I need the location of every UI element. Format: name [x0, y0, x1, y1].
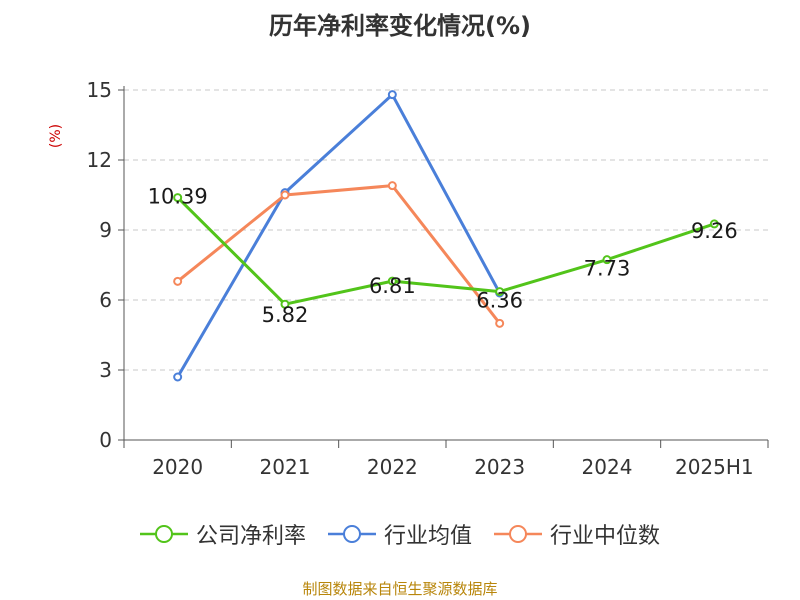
legend-swatch-company — [139, 525, 188, 543]
data-labels: 10.39 5.82 6.81 6.36 7.73 9.26 — [148, 185, 738, 328]
y-tick-label: 0 — [99, 428, 112, 452]
data-point — [280, 190, 290, 200]
data-point — [602, 255, 612, 265]
chart-area: 0 3 6 9 12 15 2020 2021 2022 2023 2024 2025H1 10.39… — [87, 78, 769, 479]
data-point — [387, 276, 397, 286]
chart-title: 历年净利率变化情况(%) — [269, 12, 531, 40]
data-point — [173, 372, 183, 382]
x-tick-label: 2025H1 — [675, 455, 754, 479]
data-label: 9.26 — [691, 219, 738, 243]
x-tick-label: 2024 — [582, 455, 633, 479]
y-tick-label: 3 — [99, 358, 112, 382]
series-layer — [173, 90, 719, 382]
data-point — [495, 318, 505, 328]
data-point — [387, 181, 397, 191]
series-line — [176, 93, 501, 378]
legend-swatch-industry-mean — [327, 525, 376, 543]
legend-label-industry-mean: 行业均值 — [383, 524, 472, 549]
legend-label-company: 公司净利率 — [195, 524, 306, 549]
legend-item-company[interactable]: 公司净利率 — [139, 518, 306, 550]
x-tick-label: 2022 — [367, 455, 418, 479]
y-tick-label: 15 — [87, 78, 112, 102]
y-tick-label: 6 — [99, 288, 112, 312]
legend-marker — [154, 525, 173, 543]
legend-label-industry-median: 行业中位数 — [550, 524, 661, 549]
data-point — [280, 299, 290, 309]
gridlines — [124, 89, 768, 371]
data-label: 10.39 — [148, 185, 208, 209]
series-line — [176, 196, 715, 306]
data-point — [387, 90, 397, 100]
series-line — [176, 184, 501, 325]
legend: 公司净利率 行业均值 行业中位数 — [0, 518, 800, 550]
legend-marker — [342, 525, 361, 543]
legend-marker — [509, 525, 527, 543]
y-tick-label: 12 — [87, 148, 112, 172]
legend-item-industry-mean[interactable]: 行业均值 — [327, 518, 472, 550]
legend-swatch-industry-median — [494, 525, 542, 543]
data-label: 7.73 — [584, 257, 631, 281]
x-tick-label: 2021 — [260, 455, 311, 479]
data-label: 5.82 — [262, 303, 309, 327]
data-label: 6.36 — [476, 289, 523, 313]
legend-item-industry-median[interactable]: 行业中位数 — [494, 518, 660, 550]
y-tick-label: 9 — [99, 218, 112, 242]
data-point — [709, 219, 719, 229]
data-point — [173, 193, 183, 203]
x-tick-label: 2023 — [474, 455, 525, 479]
data-label: 6.81 — [369, 274, 416, 298]
axes: 0 3 6 9 12 15 2020 2021 2022 2023 2024 2025H1 — [87, 78, 769, 479]
source-note: 制图数据来自恒生聚源数据库 — [302, 580, 498, 598]
x-tick-label: 2020 — [152, 455, 203, 479]
data-point — [173, 276, 183, 286]
data-point — [495, 287, 505, 297]
